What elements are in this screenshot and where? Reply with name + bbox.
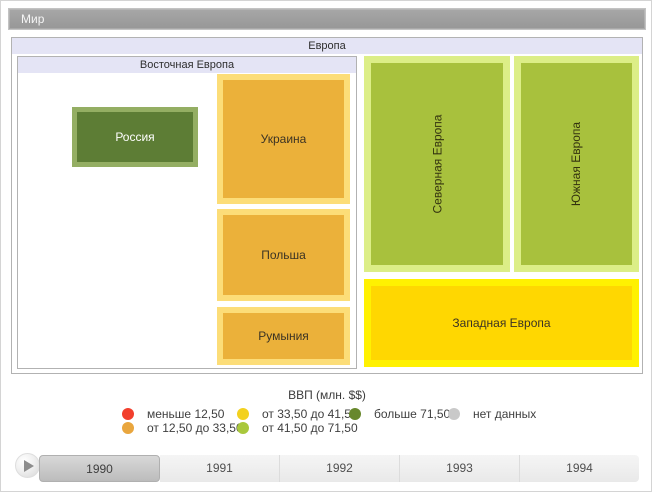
treemap-tile-western-europe-fill: Западная Европа bbox=[371, 286, 632, 360]
timeline-year-1993[interactable]: 1993 bbox=[400, 455, 520, 482]
tile-label: Румыния bbox=[258, 329, 309, 343]
treemap-root-header[interactable]: Европа bbox=[12, 38, 642, 54]
legend-title: ВВП (млн. $$) bbox=[288, 388, 366, 402]
treemap-tile-western-europe[interactable]: Западная Европа bbox=[364, 279, 639, 367]
treemap-tile-ukraine-fill: Украина bbox=[223, 80, 344, 198]
legend-dot-orange bbox=[122, 422, 134, 434]
legend-dot-gray bbox=[448, 408, 460, 420]
legend-item-label: от 33,50 до 41,50 bbox=[262, 407, 358, 421]
timeline-year-1990[interactable]: 1990 bbox=[39, 455, 160, 482]
treemap-tile-poland-fill: Польша bbox=[223, 215, 344, 295]
legend-dot-light-green bbox=[237, 422, 249, 434]
treemap-root-panel: Европа Восточная Европа Россия Украина П… bbox=[11, 37, 643, 374]
legend-item-label: нет данных bbox=[473, 407, 537, 421]
treemap-tile-romania[interactable]: Румыния bbox=[217, 307, 350, 365]
breadcrumb-world-bar[interactable]: Мир bbox=[8, 8, 646, 30]
legend-item-more-71-50: больше 71,50 bbox=[349, 407, 450, 421]
legend-item-41-50-to-71-50: от 41,50 до 71,50 bbox=[237, 421, 358, 435]
legend-dot-yellow bbox=[237, 408, 249, 420]
timeline-year-1991[interactable]: 1991 bbox=[160, 455, 280, 482]
tile-label: Южная Европа bbox=[569, 121, 584, 207]
tile-label: Западная Европа bbox=[452, 316, 551, 330]
legend-item-12-50-to-33-50: от 12,50 до 33,50 bbox=[122, 421, 243, 435]
legend-dot-dark-green bbox=[349, 408, 361, 420]
legend-item-label: меньше 12,50 bbox=[147, 407, 225, 421]
legend-item-no-data: нет данных bbox=[448, 407, 536, 421]
treemap-tile-northern-europe-fill: Северная Европа bbox=[371, 63, 503, 265]
timeline-year-row: 1990 1991 1992 1993 1994 bbox=[39, 455, 639, 482]
legend-item-label: от 41,50 до 71,50 bbox=[262, 421, 358, 435]
breadcrumb-label: Мир bbox=[21, 12, 45, 26]
timeline-play-button[interactable] bbox=[15, 453, 40, 478]
treemap-tile-northern-europe[interactable]: Северная Европа bbox=[364, 56, 510, 272]
timeline-year-1994[interactable]: 1994 bbox=[520, 455, 639, 482]
treemap-tile-southern-europe[interactable]: Южная Европа bbox=[514, 56, 639, 272]
treemap-group-eastern-europe: Восточная Европа Россия Украина Польша Р… bbox=[17, 56, 357, 369]
timeline-year-1992[interactable]: 1992 bbox=[280, 455, 400, 482]
legend-item-label: больше 71,50 bbox=[374, 407, 451, 421]
legend-item-less-12-50: меньше 12,50 bbox=[122, 407, 224, 421]
legend-item-label: от 12,50 до 33,50 bbox=[147, 421, 243, 435]
treemap-group-header[interactable]: Восточная Европа bbox=[18, 57, 356, 73]
treemap-tile-poland[interactable]: Польша bbox=[217, 209, 350, 301]
treemap-tile-russia[interactable]: Россия bbox=[72, 107, 198, 167]
legend-dot-red bbox=[122, 408, 134, 420]
legend-item-33-50-to-41-50: от 33,50 до 41,50 bbox=[237, 407, 358, 421]
treemap-tile-russia-fill: Россия bbox=[77, 112, 193, 162]
treemap-tile-ukraine[interactable]: Украина bbox=[217, 74, 350, 204]
treemap-tile-romania-fill: Румыния bbox=[223, 313, 344, 359]
tile-label: Польша bbox=[261, 248, 306, 262]
treemap-tile-southern-europe-fill: Южная Европа bbox=[521, 63, 632, 265]
tile-label: Северная Европа bbox=[430, 114, 444, 214]
tile-label: Украина bbox=[260, 132, 307, 146]
tile-label: Россия bbox=[115, 130, 155, 144]
play-icon bbox=[24, 459, 34, 472]
